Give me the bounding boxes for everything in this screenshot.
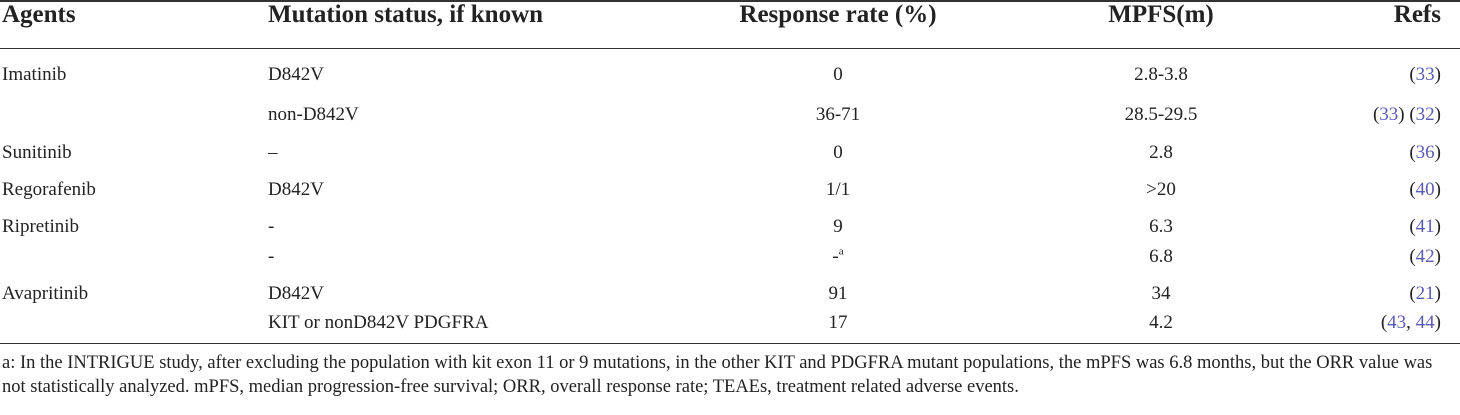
mpfs-value: 2.8-3.8 xyxy=(1134,64,1188,85)
cell-mutation-status: – xyxy=(268,142,278,163)
header-mutation-status: Mutation status, if known xyxy=(268,1,544,28)
mpfs-value: >20 xyxy=(1146,179,1176,200)
mpfs-value: 28.5-29.5 xyxy=(1124,104,1198,125)
cell-agent: Regorafenib xyxy=(2,179,96,200)
header-agents: Agents xyxy=(2,1,76,28)
cell-agent: Imatinib xyxy=(2,64,67,85)
response-rate-value: 91 xyxy=(828,283,848,304)
reference-link[interactable]: 33 xyxy=(1379,104,1399,125)
response-rate-value: 36-71 xyxy=(815,104,861,125)
reference-link[interactable]: 33 xyxy=(1415,64,1435,85)
cell-refs: (21) xyxy=(1409,283,1441,304)
cell-mutation-status: KIT or nonD842V PDGFRA xyxy=(268,312,489,333)
mpfs-value: 6.3 xyxy=(1149,216,1173,237)
reference-link[interactable]: 44 xyxy=(1415,312,1435,333)
cell-refs: (36) xyxy=(1409,142,1441,163)
reference-link[interactable]: 42 xyxy=(1415,246,1435,267)
response-rate-value: 1/1 xyxy=(825,179,851,200)
cell-mutation-status: - xyxy=(268,216,275,237)
response-rate-value: 0 xyxy=(833,142,843,163)
cell-mutation-status: D842V xyxy=(268,64,324,85)
response-rate-value: 0 xyxy=(833,64,843,85)
cell-mutation-status: D842V xyxy=(268,283,324,304)
response-rate-value: - xyxy=(832,246,839,267)
header-rule xyxy=(0,48,1460,49)
mpfs-value: 6.8 xyxy=(1149,246,1173,267)
reference-link[interactable]: 32 xyxy=(1415,104,1435,125)
response-rate-value: 17 xyxy=(828,312,848,333)
footnote-marker: a xyxy=(838,245,844,258)
reference-link[interactable]: 21 xyxy=(1415,283,1435,304)
cell-refs: (33) (32) xyxy=(1372,104,1441,125)
cell-refs: (41) xyxy=(1409,216,1441,237)
mpfs-value: 4.2 xyxy=(1149,312,1173,333)
cell-refs: (33) xyxy=(1409,64,1441,85)
cell-agent: Avapritinib xyxy=(2,283,89,304)
reference-link[interactable]: 36 xyxy=(1415,142,1435,163)
cell-agent: Sunitinib xyxy=(2,142,72,163)
table-footnote: a: In the INTRIGUE study, after excludin… xyxy=(2,353,1433,397)
cell-refs: (40) xyxy=(1409,179,1441,200)
cell-refs: (42) xyxy=(1409,246,1441,267)
reference-link[interactable]: 41 xyxy=(1415,216,1435,237)
response-rate-value: 9 xyxy=(833,216,843,237)
cell-agent: Ripretinib xyxy=(2,216,80,237)
cell-mutation-status: - xyxy=(268,246,275,267)
mpfs-value: 34 xyxy=(1151,283,1171,304)
cell-refs: (43, 44) xyxy=(1380,312,1441,333)
reference-link[interactable]: 40 xyxy=(1415,179,1435,200)
header-refs: Refs xyxy=(1393,1,1441,28)
cell-mutation-status: D842V xyxy=(268,179,324,200)
table-bottom-rule xyxy=(0,343,1460,344)
table-top-rule xyxy=(0,0,1460,2)
cell-mutation-status: non-D842V xyxy=(268,104,359,125)
reference-link[interactable]: 43 xyxy=(1387,312,1407,333)
mpfs-value: 2.8 xyxy=(1149,142,1173,163)
